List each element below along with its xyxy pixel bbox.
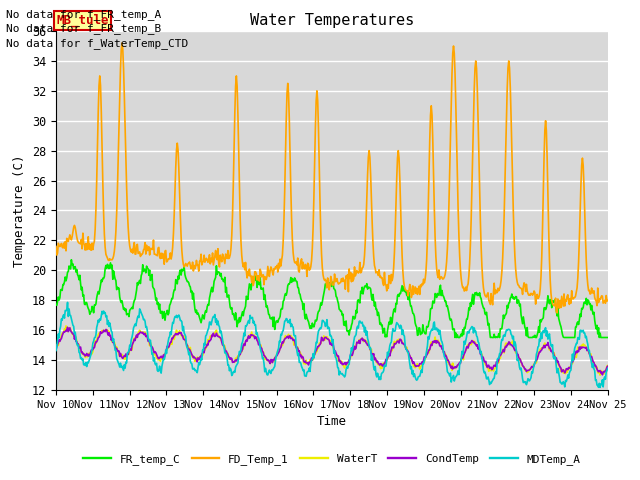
Text: No data for f_FR_temp_A: No data for f_FR_temp_A <box>6 9 162 20</box>
Text: No data for f_WaterTemp_CTD: No data for f_WaterTemp_CTD <box>6 37 189 48</box>
Legend: FR_temp_C, FD_Temp_1, WaterT, CondTemp, MDTemp_A: FR_temp_C, FD_Temp_1, WaterT, CondTemp, … <box>79 449 585 469</box>
Title: Water Temperatures: Water Temperatures <box>250 13 414 28</box>
Text: MB_tule: MB_tule <box>56 14 109 27</box>
X-axis label: Time: Time <box>317 415 347 428</box>
Y-axis label: Temperature (C): Temperature (C) <box>13 154 26 267</box>
Text: No data for f_FR_temp_B: No data for f_FR_temp_B <box>6 23 162 34</box>
